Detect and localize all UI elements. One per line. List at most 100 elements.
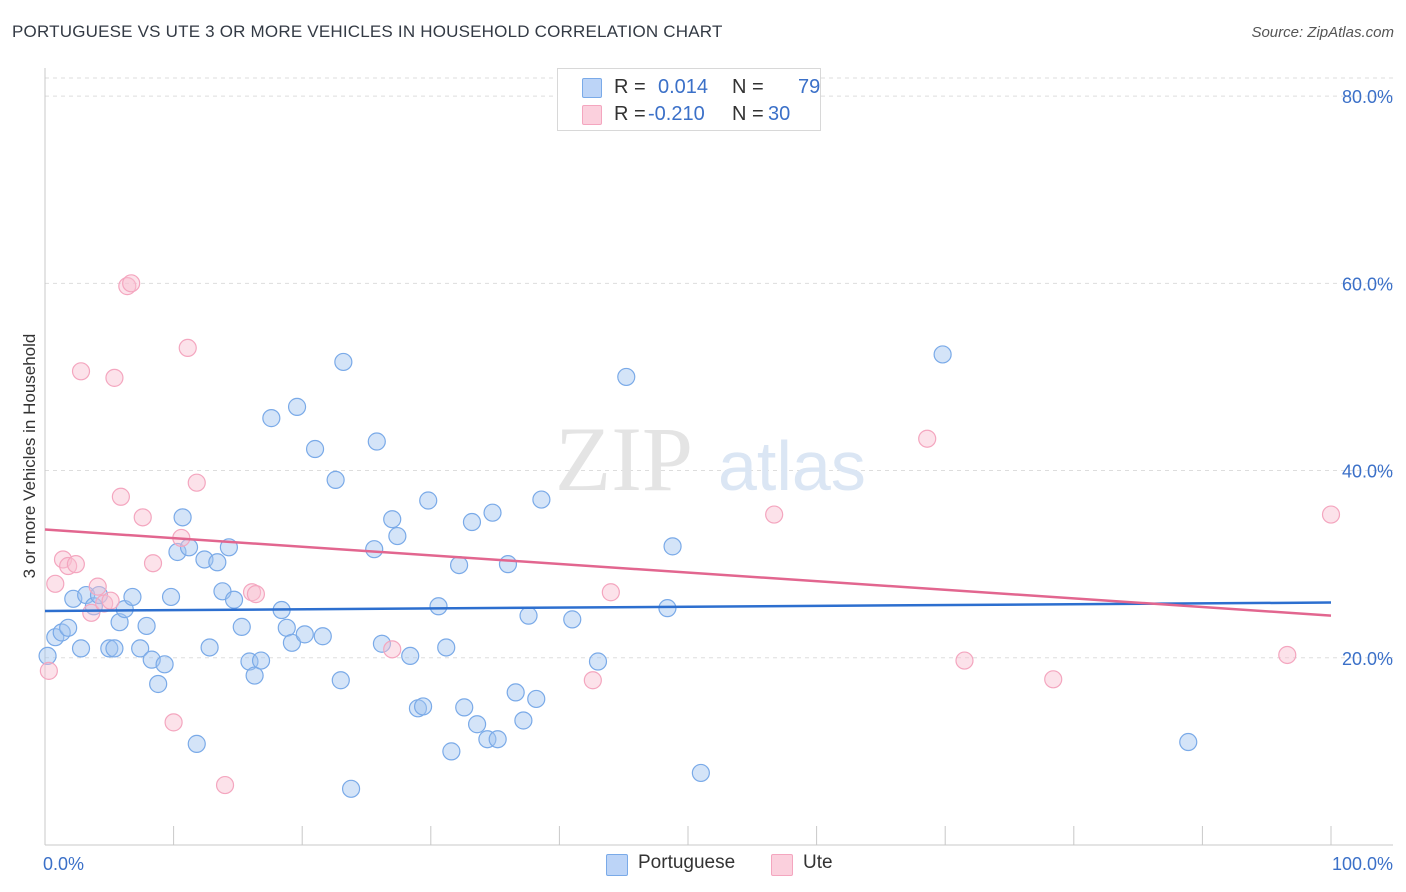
portuguese-point <box>429 597 448 616</box>
portuguese-point <box>334 352 353 372</box>
portuguese-point <box>498 555 518 574</box>
portuguese-point <box>691 763 710 783</box>
portuguese-point <box>149 674 168 694</box>
data-points <box>38 274 1341 798</box>
ute-point <box>1321 505 1341 524</box>
portuguese-point <box>313 627 332 646</box>
legend-n-value: 30 <box>768 103 791 125</box>
portuguese-trend-line <box>44 601 1332 613</box>
portuguese-point <box>419 491 438 510</box>
portuguese-point <box>933 345 952 364</box>
watermark-zip: ZIP <box>555 408 693 510</box>
ute-point <box>1278 645 1297 665</box>
portuguese-point <box>663 537 682 556</box>
portuguese-point <box>467 715 487 734</box>
portuguese-point <box>282 633 302 652</box>
ute-point <box>164 713 183 732</box>
portuguese-point <box>527 689 546 709</box>
ute-point <box>143 554 163 573</box>
portuguese-point <box>532 490 551 509</box>
portuguese-point <box>187 734 206 753</box>
y-tick-label: 20.0% <box>1342 649 1393 669</box>
portuguese-point <box>100 639 119 658</box>
ute-point <box>105 368 124 387</box>
portuguese-point <box>563 610 582 629</box>
y-tick-label: 80.0% <box>1342 87 1393 107</box>
ute-point <box>101 591 120 610</box>
ute-point <box>122 274 141 293</box>
portuguese-point <box>224 590 244 609</box>
portuguese-point <box>200 638 219 657</box>
portuguese-point <box>245 666 264 685</box>
portuguese-point <box>617 367 636 387</box>
portuguese-point <box>208 553 227 572</box>
legend-r-label: R = <box>614 76 646 98</box>
ute-point <box>918 429 937 448</box>
ute-swatch <box>771 854 793 876</box>
portuguese-point <box>71 639 91 658</box>
ute-point <box>39 661 58 680</box>
trend-lines <box>44 528 1332 617</box>
portuguese-point <box>367 432 386 451</box>
legend-n-value: 79 <box>798 76 821 98</box>
axes <box>44 68 1393 846</box>
ute-point <box>765 505 784 524</box>
portuguese-point <box>488 730 507 749</box>
ute-point <box>82 603 101 622</box>
x-tick-label: 0.0% <box>43 854 84 874</box>
portuguese-point <box>173 508 192 527</box>
portuguese-swatch <box>582 78 602 98</box>
portuguese-point <box>401 646 420 665</box>
ute-point <box>88 577 107 596</box>
portuguese-point <box>305 439 325 459</box>
grid-lines <box>45 77 1393 659</box>
portuguese-point <box>1179 732 1198 752</box>
ute-point <box>246 585 266 604</box>
portuguese-point <box>442 742 461 761</box>
portuguese-point <box>372 634 392 653</box>
source-label: Source: ZipAtlas.com <box>1251 24 1394 41</box>
portuguese-point <box>383 510 402 529</box>
ute-point <box>1044 670 1063 689</box>
portuguese-point <box>131 639 150 658</box>
ute-point <box>383 640 402 659</box>
portuguese-point <box>462 512 482 532</box>
ute-point <box>187 473 206 492</box>
portuguese-point <box>365 540 384 559</box>
tick-labels: 20.0% 40.0% 60.0% 80.0% 0.0% 100.0% <box>43 87 1393 874</box>
legend-n-label: N = <box>732 103 764 125</box>
portuguese-point <box>413 697 433 716</box>
legend-r-value: -0.210 <box>648 103 705 125</box>
portuguese-point <box>155 655 174 674</box>
x-tick-label: 100.0% <box>1332 854 1393 874</box>
legend-label-portuguese: Portuguese <box>638 852 736 873</box>
portuguese-point <box>455 698 474 717</box>
ute-point <box>583 671 602 690</box>
ute-point <box>178 338 197 358</box>
portuguese-point <box>123 587 142 607</box>
watermark: ZIP atlas <box>555 408 866 510</box>
portuguese-point <box>59 618 78 637</box>
portuguese-point <box>287 397 307 416</box>
portuguese-swatch <box>606 854 628 876</box>
legend-n-label: N = <box>732 76 764 98</box>
portuguese-point <box>168 542 187 562</box>
y-tick-label: 60.0% <box>1342 274 1393 294</box>
ute-point <box>955 651 974 670</box>
ute-point <box>215 775 235 795</box>
portuguese-point <box>262 409 281 428</box>
chart-title: PORTUGUESE VS UTE 3 OR MORE VEHICLES IN … <box>12 22 723 41</box>
portuguese-point <box>519 606 538 625</box>
portuguese-point <box>588 652 608 671</box>
ute-point <box>601 583 620 602</box>
portuguese-point <box>295 625 314 644</box>
portuguese-point <box>506 683 525 702</box>
ute-point <box>46 574 65 593</box>
portuguese-point <box>341 779 361 798</box>
y-tick-label: 40.0% <box>1342 462 1393 482</box>
ute-point <box>71 362 91 381</box>
ute-point <box>66 555 85 574</box>
portuguese-point <box>251 651 271 670</box>
portuguese-point <box>331 671 350 690</box>
